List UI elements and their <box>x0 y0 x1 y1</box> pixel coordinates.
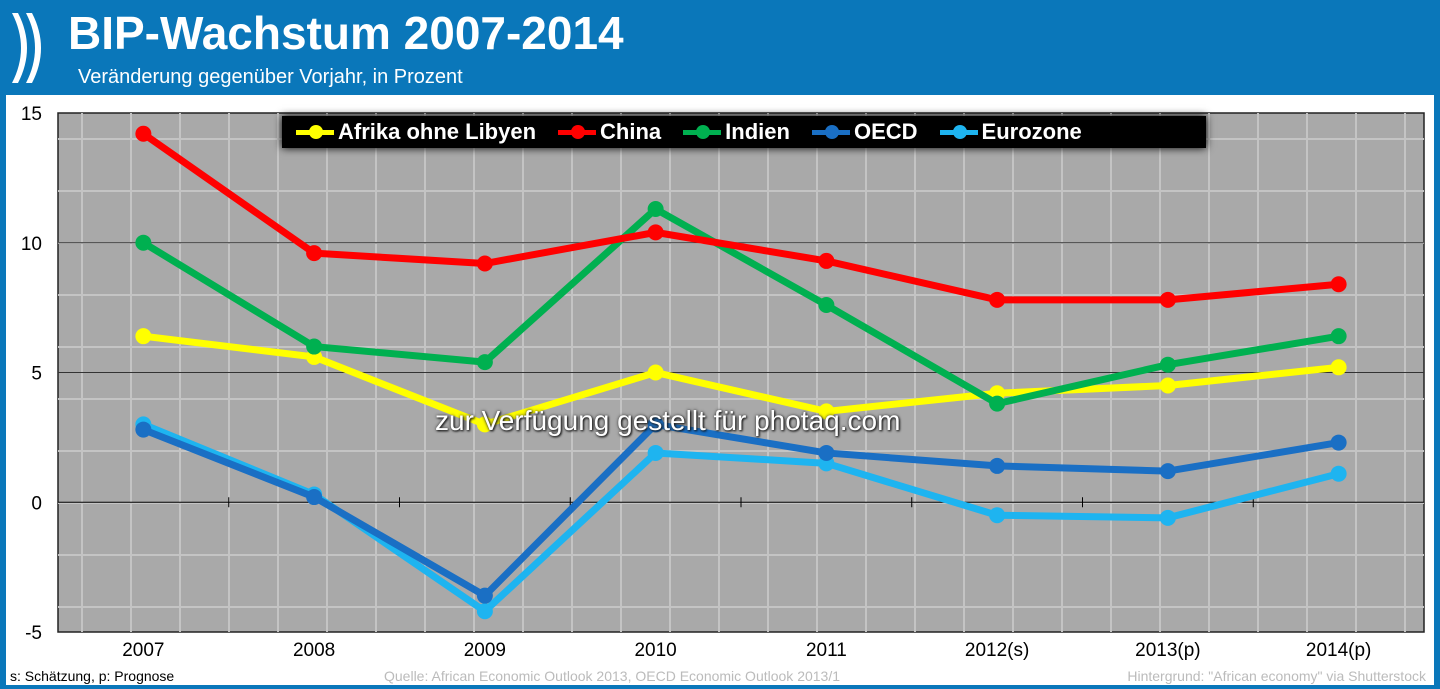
data-point <box>135 234 152 251</box>
legend-label: Eurozone <box>981 119 1082 144</box>
oecd-logo-icon <box>12 13 41 83</box>
data-point <box>647 444 664 461</box>
x-tick-label: 2011 <box>806 640 847 661</box>
y-tick-label: 0 <box>31 493 42 514</box>
legend-item: Indien <box>683 119 790 145</box>
chart-subtitle: Veränderung gegenüber Vorjahr, in Prozen… <box>78 66 463 88</box>
data-point <box>1330 465 1347 482</box>
x-tick-label: 2010 <box>634 640 676 661</box>
legend-swatch-icon <box>811 124 850 139</box>
data-point <box>1159 291 1176 308</box>
background-credit: Hintergrund: "African economy" via Shutt… <box>1127 668 1426 684</box>
x-tick-label: 2013(p) <box>1135 640 1201 661</box>
data-point <box>306 338 323 355</box>
data-point <box>476 255 493 272</box>
series-line-afrika-ohne-libyen <box>142 332 1339 428</box>
data-point <box>476 416 493 433</box>
data-point <box>647 416 664 433</box>
legend-item: Afrika ohne Libyen <box>296 119 536 145</box>
data-point <box>1330 359 1347 376</box>
y-tick-label: -5 <box>25 623 42 644</box>
source-note: Quelle: African Economic Outlook 2013, O… <box>384 668 841 684</box>
series-line-china <box>141 130 1339 304</box>
data-point <box>1159 509 1176 526</box>
chart-title: BIP-Wachstum 2007-2014 <box>68 7 624 59</box>
data-point <box>989 395 1006 412</box>
watermark: zur Verfügung gestellt für photaq.com <box>435 405 901 436</box>
legend-label: OECD <box>853 119 918 144</box>
data-point <box>476 603 493 620</box>
data-point <box>647 364 664 381</box>
x-tick-label: 2014(p) <box>1306 640 1372 661</box>
data-point <box>989 507 1006 524</box>
data-point <box>1330 434 1347 451</box>
x-tick-label: 2007 <box>122 640 164 661</box>
data-point <box>818 444 835 461</box>
data-point <box>135 328 152 345</box>
y-tick-label: 10 <box>21 234 42 255</box>
data-point <box>135 421 152 438</box>
legend-item: OECD <box>811 119 918 145</box>
data-point <box>1159 377 1176 394</box>
legend-swatch-icon <box>939 124 978 139</box>
legend-item: China <box>558 119 661 145</box>
data-point <box>1330 328 1347 345</box>
data-point <box>989 457 1006 474</box>
y-tick-label: 15 <box>21 104 42 125</box>
data-point <box>1159 356 1176 373</box>
legend-label: China <box>600 119 662 144</box>
legend-swatch-icon <box>296 124 334 139</box>
data-point <box>476 354 493 371</box>
legend-item: Eurozone <box>939 119 1082 145</box>
legend-swatch-icon <box>558 124 597 139</box>
x-tick-label: 2009 <box>464 640 506 661</box>
series-line-oecd <box>142 420 1340 600</box>
data-point <box>818 403 835 420</box>
data-point <box>989 291 1006 308</box>
data-point <box>306 245 323 262</box>
header: BIP-Wachstum 2007-2014 Veränderung gegen… <box>0 0 1440 95</box>
data-point <box>647 201 664 218</box>
data-point <box>818 297 835 314</box>
data-point <box>818 252 835 269</box>
y-tick-label: 5 <box>31 364 42 385</box>
x-tick-label: 2012(s) <box>965 640 1029 661</box>
footnote: s: Schätzung, p: Prognose <box>10 668 175 684</box>
data-point <box>476 587 493 604</box>
series-line-indien <box>141 205 1340 408</box>
data-point <box>1330 276 1347 293</box>
legend-label: Afrika ohne Libyen <box>338 119 537 144</box>
legend: Afrika ohne Libyen China Indien OECD Eurozon… <box>282 116 1206 148</box>
data-point <box>1159 463 1176 480</box>
legend-label: Indien <box>725 119 790 144</box>
legend-swatch-icon <box>683 124 722 139</box>
data-point <box>306 489 323 506</box>
data-point <box>135 125 152 142</box>
x-tick-label: 2008 <box>293 640 335 661</box>
data-point <box>647 224 664 241</box>
